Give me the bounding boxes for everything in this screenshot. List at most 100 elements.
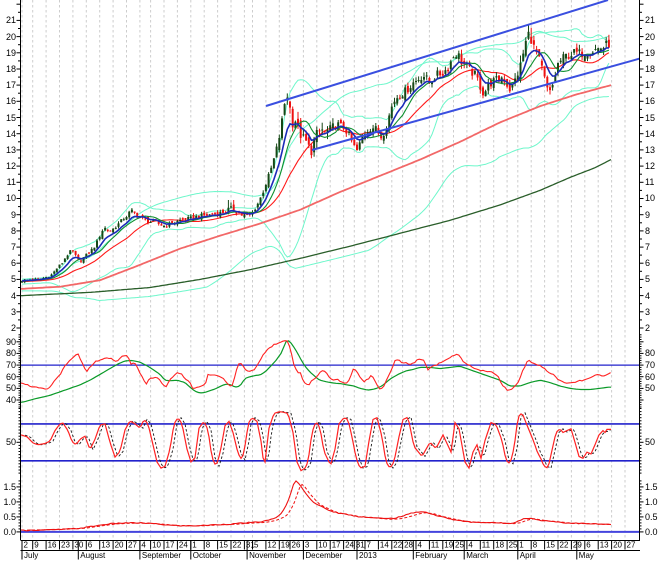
svg-text:3: 3: [11, 307, 16, 317]
svg-text:17: 17: [332, 541, 341, 550]
svg-text:25: 25: [455, 541, 464, 550]
svg-text:26: 26: [292, 541, 301, 550]
svg-text:5: 5: [254, 541, 259, 550]
svg-text:2: 2: [24, 541, 29, 550]
svg-text:9: 9: [11, 210, 16, 220]
svg-text:21: 21: [645, 15, 655, 25]
svg-text:8: 8: [645, 226, 650, 236]
svg-text:2: 2: [11, 323, 16, 333]
svg-text:19: 19: [645, 48, 655, 58]
svg-text:20: 20: [613, 541, 622, 550]
svg-text:December: December: [305, 551, 342, 560]
svg-text:80: 80: [6, 348, 16, 358]
svg-text:2013: 2013: [359, 551, 377, 560]
svg-text:14: 14: [645, 129, 655, 139]
svg-text:April: April: [520, 551, 536, 560]
svg-text:15: 15: [645, 113, 655, 123]
svg-text:22: 22: [233, 541, 242, 550]
svg-text:8: 8: [11, 226, 16, 236]
svg-text:16: 16: [645, 96, 655, 106]
svg-text:13: 13: [6, 145, 16, 155]
svg-text:8: 8: [206, 541, 211, 550]
svg-text:10: 10: [318, 541, 327, 550]
svg-text:13: 13: [101, 541, 110, 550]
svg-text:25: 25: [509, 541, 518, 550]
svg-text:15: 15: [219, 541, 228, 550]
svg-text:70: 70: [645, 360, 655, 370]
svg-text:0.5: 0.5: [645, 512, 658, 522]
svg-text:50: 50: [6, 383, 16, 393]
svg-text:4: 4: [645, 291, 650, 301]
svg-text:60: 60: [645, 372, 655, 382]
svg-text:August: August: [80, 551, 106, 560]
svg-text:19: 19: [444, 541, 453, 550]
svg-text:60: 60: [6, 372, 16, 382]
svg-text:90: 90: [6, 337, 16, 347]
svg-text:16: 16: [48, 541, 57, 550]
svg-text:24: 24: [345, 541, 354, 550]
svg-text:1: 1: [192, 541, 197, 550]
svg-text:17: 17: [645, 80, 655, 90]
svg-text:0.5: 0.5: [3, 512, 16, 522]
svg-text:October: October: [193, 551, 222, 560]
svg-text:15: 15: [6, 113, 16, 123]
svg-text:1.0: 1.0: [3, 497, 16, 507]
svg-text:0.0: 0.0: [645, 527, 658, 537]
svg-text:3: 3: [305, 541, 310, 550]
svg-text:17: 17: [6, 80, 16, 90]
svg-text:14: 14: [6, 129, 16, 139]
svg-text:6: 6: [11, 258, 16, 268]
svg-text:6: 6: [645, 258, 650, 268]
svg-text:5: 5: [645, 274, 650, 284]
svg-text:50: 50: [6, 437, 16, 447]
svg-text:29: 29: [573, 541, 582, 550]
svg-text:May: May: [579, 551, 594, 560]
svg-text:80: 80: [645, 348, 655, 358]
svg-text:12: 12: [6, 161, 16, 171]
svg-text:17: 17: [166, 541, 175, 550]
svg-text:11: 11: [645, 177, 654, 187]
svg-text:19: 19: [6, 48, 16, 58]
svg-text:4: 4: [141, 541, 146, 550]
svg-text:6: 6: [586, 541, 591, 550]
svg-text:16: 16: [6, 96, 16, 106]
svg-text:8: 8: [533, 541, 538, 550]
svg-text:1.5: 1.5: [645, 482, 658, 492]
svg-text:13: 13: [645, 145, 655, 155]
svg-text:28: 28: [404, 541, 413, 550]
svg-text:February: February: [415, 551, 447, 560]
svg-text:9: 9: [34, 541, 39, 550]
svg-text:7: 7: [367, 541, 372, 550]
svg-text:19: 19: [281, 541, 290, 550]
svg-text:1.0: 1.0: [645, 497, 658, 507]
svg-text:4: 4: [468, 541, 473, 550]
svg-text:September: September: [142, 551, 181, 560]
svg-text:12: 12: [267, 541, 276, 550]
svg-text:11: 11: [431, 541, 440, 550]
svg-text:10: 10: [645, 193, 655, 203]
svg-text:20: 20: [115, 541, 124, 550]
svg-text:12: 12: [645, 161, 655, 171]
svg-text:4: 4: [418, 541, 423, 550]
svg-text:24: 24: [179, 541, 188, 550]
svg-text:21: 21: [6, 15, 16, 25]
svg-text:11: 11: [7, 177, 16, 187]
svg-text:18: 18: [495, 541, 504, 550]
svg-text:July: July: [24, 551, 38, 560]
svg-text:22: 22: [560, 541, 569, 550]
svg-text:0.0: 0.0: [3, 527, 16, 537]
svg-text:50: 50: [645, 437, 655, 447]
svg-text:11: 11: [482, 541, 491, 550]
svg-text:31: 31: [246, 541, 255, 550]
svg-text:18: 18: [645, 64, 655, 74]
svg-text:22: 22: [393, 541, 402, 550]
svg-text:70: 70: [6, 360, 16, 370]
svg-text:50: 50: [645, 383, 655, 393]
svg-text:27: 27: [128, 541, 137, 550]
svg-text:10: 10: [6, 193, 16, 203]
svg-text:10: 10: [152, 541, 161, 550]
svg-text:November: November: [249, 551, 286, 560]
svg-text:5: 5: [11, 274, 16, 284]
svg-text:March: March: [466, 551, 488, 560]
svg-text:20: 20: [645, 32, 655, 42]
